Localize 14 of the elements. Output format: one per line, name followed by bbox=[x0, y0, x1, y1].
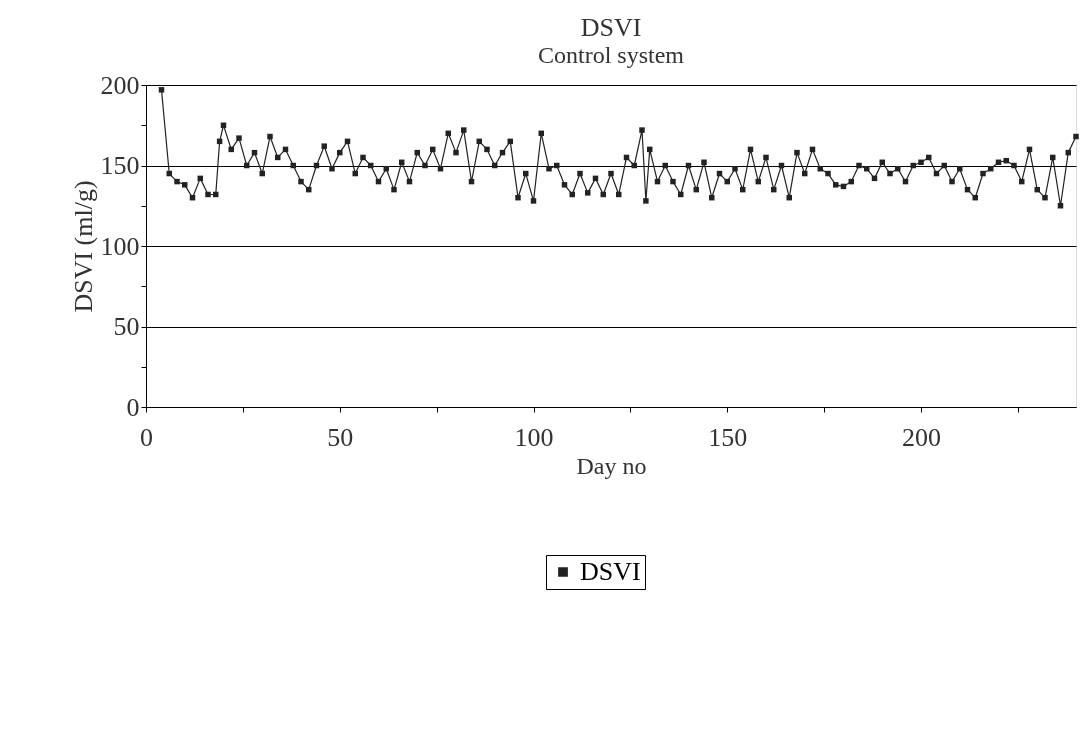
y-tick-label: 50 bbox=[113, 312, 140, 341]
y-tick-label: 200 bbox=[100, 70, 140, 100]
y-tick-label: 100 bbox=[100, 231, 140, 261]
legend-label: DSVI bbox=[580, 557, 641, 586]
x-tick-label: 50 bbox=[327, 422, 354, 452]
chart-subtitle: Control system bbox=[537, 42, 685, 68]
x-tick-label: 100 bbox=[514, 422, 554, 452]
y-tick-label: 150 bbox=[100, 151, 140, 180]
chart-title: DSVI bbox=[580, 13, 642, 42]
y-tick-label: 0 bbox=[126, 392, 140, 422]
x-tick-label: 150 bbox=[708, 422, 748, 452]
x-axis-title: Day no bbox=[576, 452, 647, 479]
y-axis-title: DSVI (ml/g) bbox=[68, 180, 98, 313]
x-tick-label: 200 bbox=[902, 422, 941, 452]
